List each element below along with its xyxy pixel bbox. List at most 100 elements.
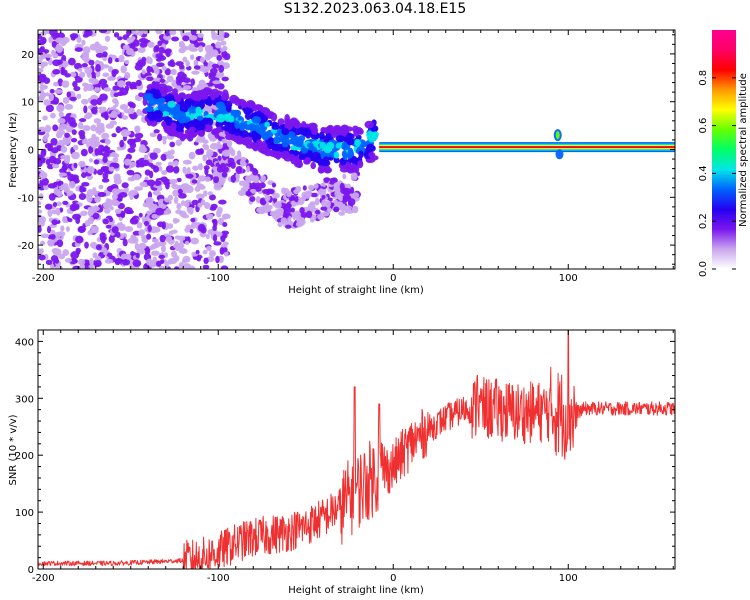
spectrogram-blob — [93, 159, 100, 165]
spectrogram-blob — [224, 115, 231, 122]
spectrogram-blob — [176, 177, 182, 183]
spectrogram-blob — [178, 262, 184, 269]
spectrogram-blob — [202, 249, 208, 255]
spectrogram-blob — [164, 68, 172, 76]
spectrogram-blob — [51, 219, 58, 226]
spectrogram-blob — [175, 209, 183, 215]
spectrogram-blob — [134, 132, 144, 139]
spectrogram-blob — [217, 217, 225, 226]
spectrogram-blob — [118, 223, 126, 232]
spectrogram-blob — [321, 199, 327, 207]
spectrogram-blob — [138, 229, 145, 237]
spectrogram-blob — [264, 194, 271, 202]
spectrogram-blob — [45, 259, 53, 266]
spectrogram-blob — [119, 139, 125, 148]
spectrogram-blob — [189, 35, 198, 41]
spectrogram-blob — [200, 226, 207, 234]
spectrogram-blob — [333, 157, 340, 164]
spectrogram-blob — [101, 132, 110, 140]
spectrogram-blob — [56, 133, 62, 138]
spectrogram-blob — [196, 115, 204, 121]
spectrogram-blob — [196, 134, 206, 143]
spectrogram-blob — [216, 113, 226, 123]
spectrogram-blob — [127, 107, 135, 115]
spectrogram-xtick-label: -200 — [32, 273, 55, 284]
spectrogram-blob — [50, 112, 56, 119]
chart-title: S132.2023.063.04.18.E15 — [283, 1, 467, 17]
spectrogram-blob — [58, 172, 68, 177]
spectrogram-blob — [207, 191, 213, 196]
spectrogram-blob — [249, 184, 257, 189]
spectrogram-blob — [93, 118, 101, 124]
spectrogram-blob — [152, 147, 161, 154]
spectrogram-blob — [236, 150, 241, 158]
spectrogram-blob — [178, 92, 186, 98]
spectrogram-blob — [157, 133, 163, 142]
spectrogram-blob — [92, 206, 100, 212]
spectrogram-blob — [222, 247, 228, 253]
colorbar-tick-label: 0.6 — [698, 118, 709, 134]
spectrogram-blob — [153, 129, 160, 134]
spectrogram-blob — [102, 72, 110, 78]
spectrogram-blob — [213, 175, 220, 184]
spectrogram-blob — [221, 125, 231, 131]
spectrogram-blob — [190, 78, 196, 86]
spectrogram-blob — [112, 105, 117, 111]
spectrogram-blob — [70, 137, 78, 143]
spectrogram-blob — [92, 252, 98, 259]
spectrogram-blob — [137, 79, 142, 87]
spectrogram-blob — [153, 81, 160, 90]
spectrogram-blob — [342, 173, 347, 180]
spectrogram-blob — [67, 117, 76, 126]
spectrogram-blob — [328, 177, 337, 185]
spectrogram-blob — [47, 225, 52, 234]
spectrogram-blob — [212, 171, 221, 177]
spectrogram-blob — [106, 252, 113, 257]
spectrogram-blob — [280, 217, 288, 225]
spectrogram-blob — [38, 209, 43, 214]
spectrogram-blob — [213, 241, 222, 246]
spectrogram-blob — [156, 185, 163, 192]
spectrogram-blob — [111, 188, 120, 195]
spectrogram-blob — [94, 259, 102, 268]
spectrogram-blob — [237, 190, 246, 196]
spectrogram-blob — [206, 149, 214, 157]
spectrogram-blob — [150, 243, 160, 249]
spectrogram-blob — [109, 120, 118, 126]
spectrogram-blob — [153, 67, 160, 75]
spectrogram-blob — [172, 88, 178, 95]
spectrogram-blob — [38, 225, 42, 233]
spectrogram-blob — [286, 191, 292, 198]
spectrogram-blob — [40, 36, 47, 45]
spectrogram-blob — [42, 115, 48, 121]
spectrogram-blob — [264, 121, 270, 128]
spectrogram-blob — [111, 200, 121, 206]
spectrogram-blob — [108, 217, 114, 223]
spectrogram-blob — [108, 235, 115, 243]
spectrogram-blob — [149, 132, 157, 138]
spectrogram-blob — [314, 197, 320, 206]
spectrogram-image — [38, 30, 675, 269]
spectrogram-blob — [138, 242, 147, 250]
spectrogram-blob — [333, 151, 340, 159]
spectrogram-blob — [164, 261, 169, 268]
spectrogram-blob — [179, 64, 185, 70]
spectrogram-blob — [275, 150, 282, 160]
spectrogram-blob — [215, 35, 225, 42]
colorbar-tick-label: 0.4 — [698, 165, 709, 181]
spectrogram-blob — [101, 151, 110, 158]
spectrogram-blob — [58, 253, 66, 260]
spectrogram-blob — [263, 108, 271, 116]
spectrogram-blob — [282, 206, 289, 215]
spectrogram-blob — [188, 131, 198, 138]
spectrogram-blob — [63, 156, 71, 164]
spectrogram-blob — [350, 172, 358, 181]
spectrogram-blob — [286, 131, 296, 139]
spectrogram-blob — [278, 207, 284, 214]
spectrogram-blob — [172, 217, 179, 224]
spectrogram-blob — [126, 47, 134, 56]
spectrogram-blob — [64, 103, 74, 110]
spectrogram-blob — [127, 176, 135, 182]
spectrogram-blob — [318, 167, 324, 174]
